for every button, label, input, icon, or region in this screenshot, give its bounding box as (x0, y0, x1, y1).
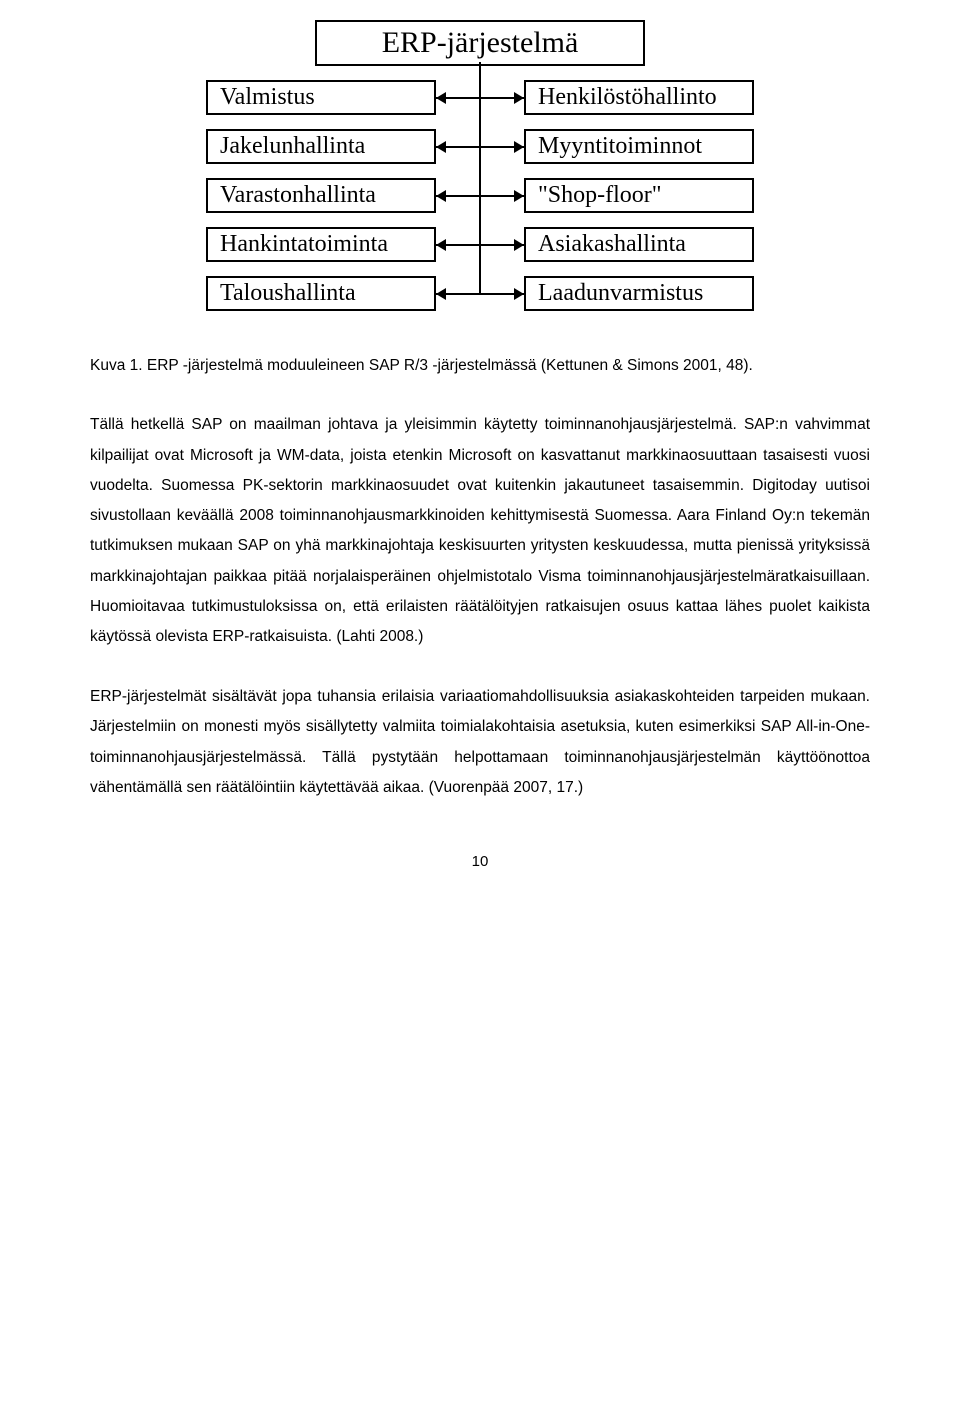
module-right: Asiakashallinta (524, 227, 754, 262)
connector-left (436, 293, 476, 295)
diagram-title: ERP-järjestelmä (315, 20, 645, 66)
module-left: Varastonhallinta (206, 178, 436, 213)
diagram-row: Varastonhallinta "Shop-floor" (180, 178, 780, 213)
connector-right (476, 97, 524, 99)
module-right: Henkilöstöhallinto (524, 80, 754, 115)
connector-right (476, 146, 524, 148)
connector-right (476, 244, 524, 246)
body-paragraph: ERP-järjestelmät sisältävät jopa tuhansi… (90, 682, 870, 803)
page-number: 10 (90, 853, 870, 870)
connector-left (436, 146, 476, 148)
connector-left (436, 97, 476, 99)
diagram-row: Taloushallinta Laadunvarmistus (180, 276, 780, 311)
module-left: Jakelunhallinta (206, 129, 436, 164)
module-left: Valmistus (206, 80, 436, 115)
diagram-row: Jakelunhallinta Myyntitoiminnot (180, 129, 780, 164)
module-right: Myyntitoiminnot (524, 129, 754, 164)
module-left: Taloushallinta (206, 276, 436, 311)
module-left: Hankintatoiminta (206, 227, 436, 262)
module-right: Laadunvarmistus (524, 276, 754, 311)
connector-left (436, 195, 476, 197)
connector-right (476, 293, 524, 295)
body-paragraph: Tällä hetkellä SAP on maailman johtava j… (90, 410, 870, 652)
diagram-row: Valmistus Henkilöstöhallinto (180, 80, 780, 115)
erp-diagram: ERP-järjestelmä Valmistus Henkilöstöhall… (180, 20, 780, 311)
diagram-row: Hankintatoiminta Asiakashallinta (180, 227, 780, 262)
connector-left (436, 244, 476, 246)
connector-right (476, 195, 524, 197)
figure-caption: Kuva 1. ERP -järjestelmä moduuleineen SA… (90, 351, 870, 380)
module-right: "Shop-floor" (524, 178, 754, 213)
